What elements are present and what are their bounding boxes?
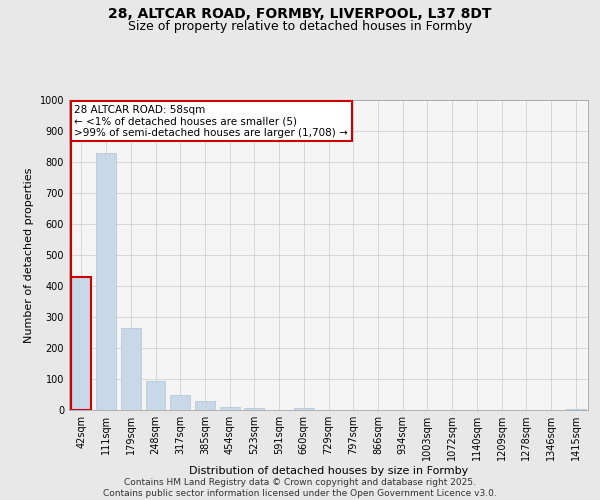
- Y-axis label: Number of detached properties: Number of detached properties: [24, 168, 34, 342]
- Bar: [170, 394, 190, 410]
- Bar: [195, 400, 215, 410]
- Bar: [244, 408, 264, 410]
- Bar: [146, 380, 166, 410]
- Bar: [220, 407, 239, 410]
- Text: Contains HM Land Registry data © Crown copyright and database right 2025.
Contai: Contains HM Land Registry data © Crown c…: [103, 478, 497, 498]
- X-axis label: Distribution of detached houses by size in Formby: Distribution of detached houses by size …: [189, 466, 468, 476]
- Bar: [96, 152, 116, 410]
- Bar: [566, 409, 586, 410]
- Text: 28 ALTCAR ROAD: 58sqm
← <1% of detached houses are smaller (5)
>99% of semi-deta: 28 ALTCAR ROAD: 58sqm ← <1% of detached …: [74, 104, 348, 138]
- Bar: [71, 276, 91, 410]
- Bar: [121, 328, 140, 410]
- Bar: [294, 408, 314, 410]
- Text: Size of property relative to detached houses in Formby: Size of property relative to detached ho…: [128, 20, 472, 33]
- Text: 28, ALTCAR ROAD, FORMBY, LIVERPOOL, L37 8DT: 28, ALTCAR ROAD, FORMBY, LIVERPOOL, L37 …: [108, 8, 492, 22]
